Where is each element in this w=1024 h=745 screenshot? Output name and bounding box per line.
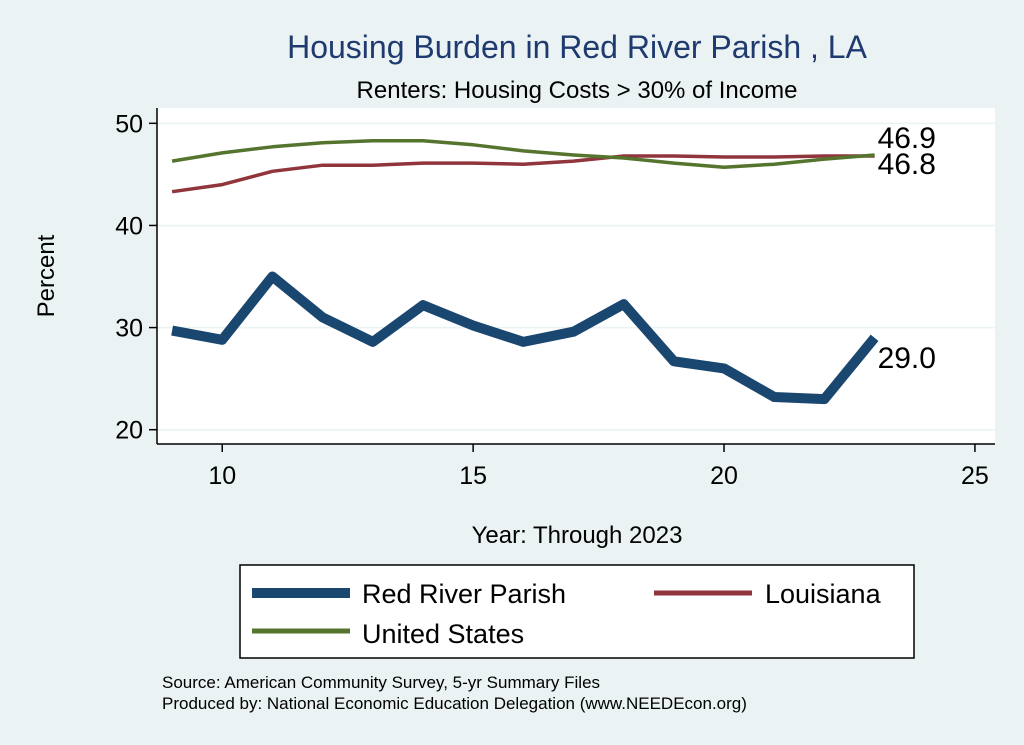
series-line-united-states bbox=[171, 138, 875, 169]
y-tick-label-40: 40 bbox=[115, 212, 143, 240]
x-tick-label-15: 15 bbox=[459, 462, 487, 490]
series-line-louisiana bbox=[171, 154, 875, 194]
end-label-red-river-parish: 29.0 bbox=[878, 342, 936, 375]
end-label-louisiana: 46.8 bbox=[878, 148, 936, 181]
axes: 20 30 40 50 10 15 20 25 bbox=[115, 108, 995, 490]
legend-label-louisiana: Louisiana bbox=[765, 579, 882, 609]
series-layer bbox=[171, 138, 879, 405]
chart-subtitle: Renters: Housing Costs > 30% of Income bbox=[357, 77, 798, 104]
legend-label-united-states: United States bbox=[362, 619, 524, 649]
y-axis-label: Percent bbox=[33, 234, 60, 317]
x-tick-label-10: 10 bbox=[208, 462, 236, 490]
series-line-red-river-parish bbox=[171, 271, 879, 405]
plot-area bbox=[157, 108, 995, 444]
grid-lines bbox=[157, 122, 995, 431]
y-tick-label-50: 50 bbox=[115, 110, 143, 138]
legend-label-red-river-parish: Red River Parish bbox=[362, 579, 566, 609]
x-tick-label-20: 20 bbox=[710, 462, 738, 490]
producer-note: Produced by: National Economic Education… bbox=[162, 694, 747, 713]
end-label-united-states: 46.9 bbox=[878, 122, 936, 155]
source-note: Source: American Community Survey, 5-yr … bbox=[162, 673, 600, 692]
y-tick-label-30: 30 bbox=[115, 315, 143, 343]
x-axis-label: Year: Through 2023 bbox=[472, 522, 683, 549]
x-tick-label-25: 25 bbox=[961, 462, 989, 490]
y-tick-label-20: 20 bbox=[115, 417, 143, 445]
legend: Red River Parish Louisiana United States bbox=[239, 564, 915, 659]
end-labels: 29.0 46.846.9 bbox=[878, 122, 936, 375]
legend-box bbox=[239, 564, 915, 659]
chart-title: Housing Burden in Red River Parish , LA bbox=[287, 29, 868, 65]
